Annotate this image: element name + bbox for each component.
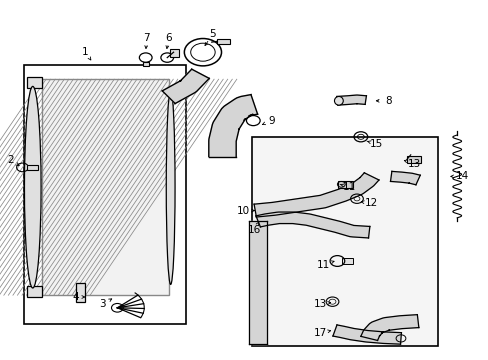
Polygon shape — [249, 221, 266, 344]
Text: 4: 4 — [72, 292, 79, 302]
Text: 10: 10 — [237, 206, 249, 216]
Ellipse shape — [166, 90, 175, 284]
Bar — [142, 62, 148, 66]
Text: 11: 11 — [316, 260, 330, 270]
Bar — [251, 137, 437, 346]
Text: 13: 13 — [313, 299, 326, 309]
Bar — [342, 258, 352, 264]
Text: 1: 1 — [82, 47, 89, 57]
Polygon shape — [208, 95, 257, 157]
Polygon shape — [360, 315, 418, 341]
Polygon shape — [336, 95, 366, 105]
Text: 15: 15 — [369, 139, 383, 149]
Bar — [24, 65, 185, 324]
Text: 12: 12 — [364, 198, 378, 208]
Polygon shape — [162, 69, 209, 104]
Bar — [27, 165, 38, 170]
Text: 3: 3 — [99, 299, 106, 309]
Text: 17: 17 — [313, 328, 326, 338]
Text: 8: 8 — [385, 96, 391, 106]
Bar — [338, 181, 352, 188]
Text: 5: 5 — [209, 29, 216, 39]
Bar — [216, 39, 230, 44]
Ellipse shape — [334, 96, 343, 105]
Bar — [41, 79, 168, 295]
Text: 9: 9 — [267, 116, 274, 126]
Text: 7: 7 — [143, 33, 150, 43]
Text: 16: 16 — [247, 225, 261, 235]
Polygon shape — [255, 212, 369, 238]
Bar — [406, 156, 420, 163]
Text: 6: 6 — [165, 33, 172, 43]
Bar — [27, 286, 41, 297]
Text: 13: 13 — [407, 159, 421, 169]
Text: 11: 11 — [342, 182, 356, 192]
Bar — [170, 49, 179, 57]
Polygon shape — [390, 171, 419, 185]
Text: 14: 14 — [454, 171, 468, 181]
Polygon shape — [332, 325, 401, 344]
Bar — [27, 77, 41, 88]
Polygon shape — [254, 173, 378, 217]
Text: 2: 2 — [7, 155, 14, 165]
Ellipse shape — [24, 86, 41, 288]
Bar — [76, 283, 84, 302]
